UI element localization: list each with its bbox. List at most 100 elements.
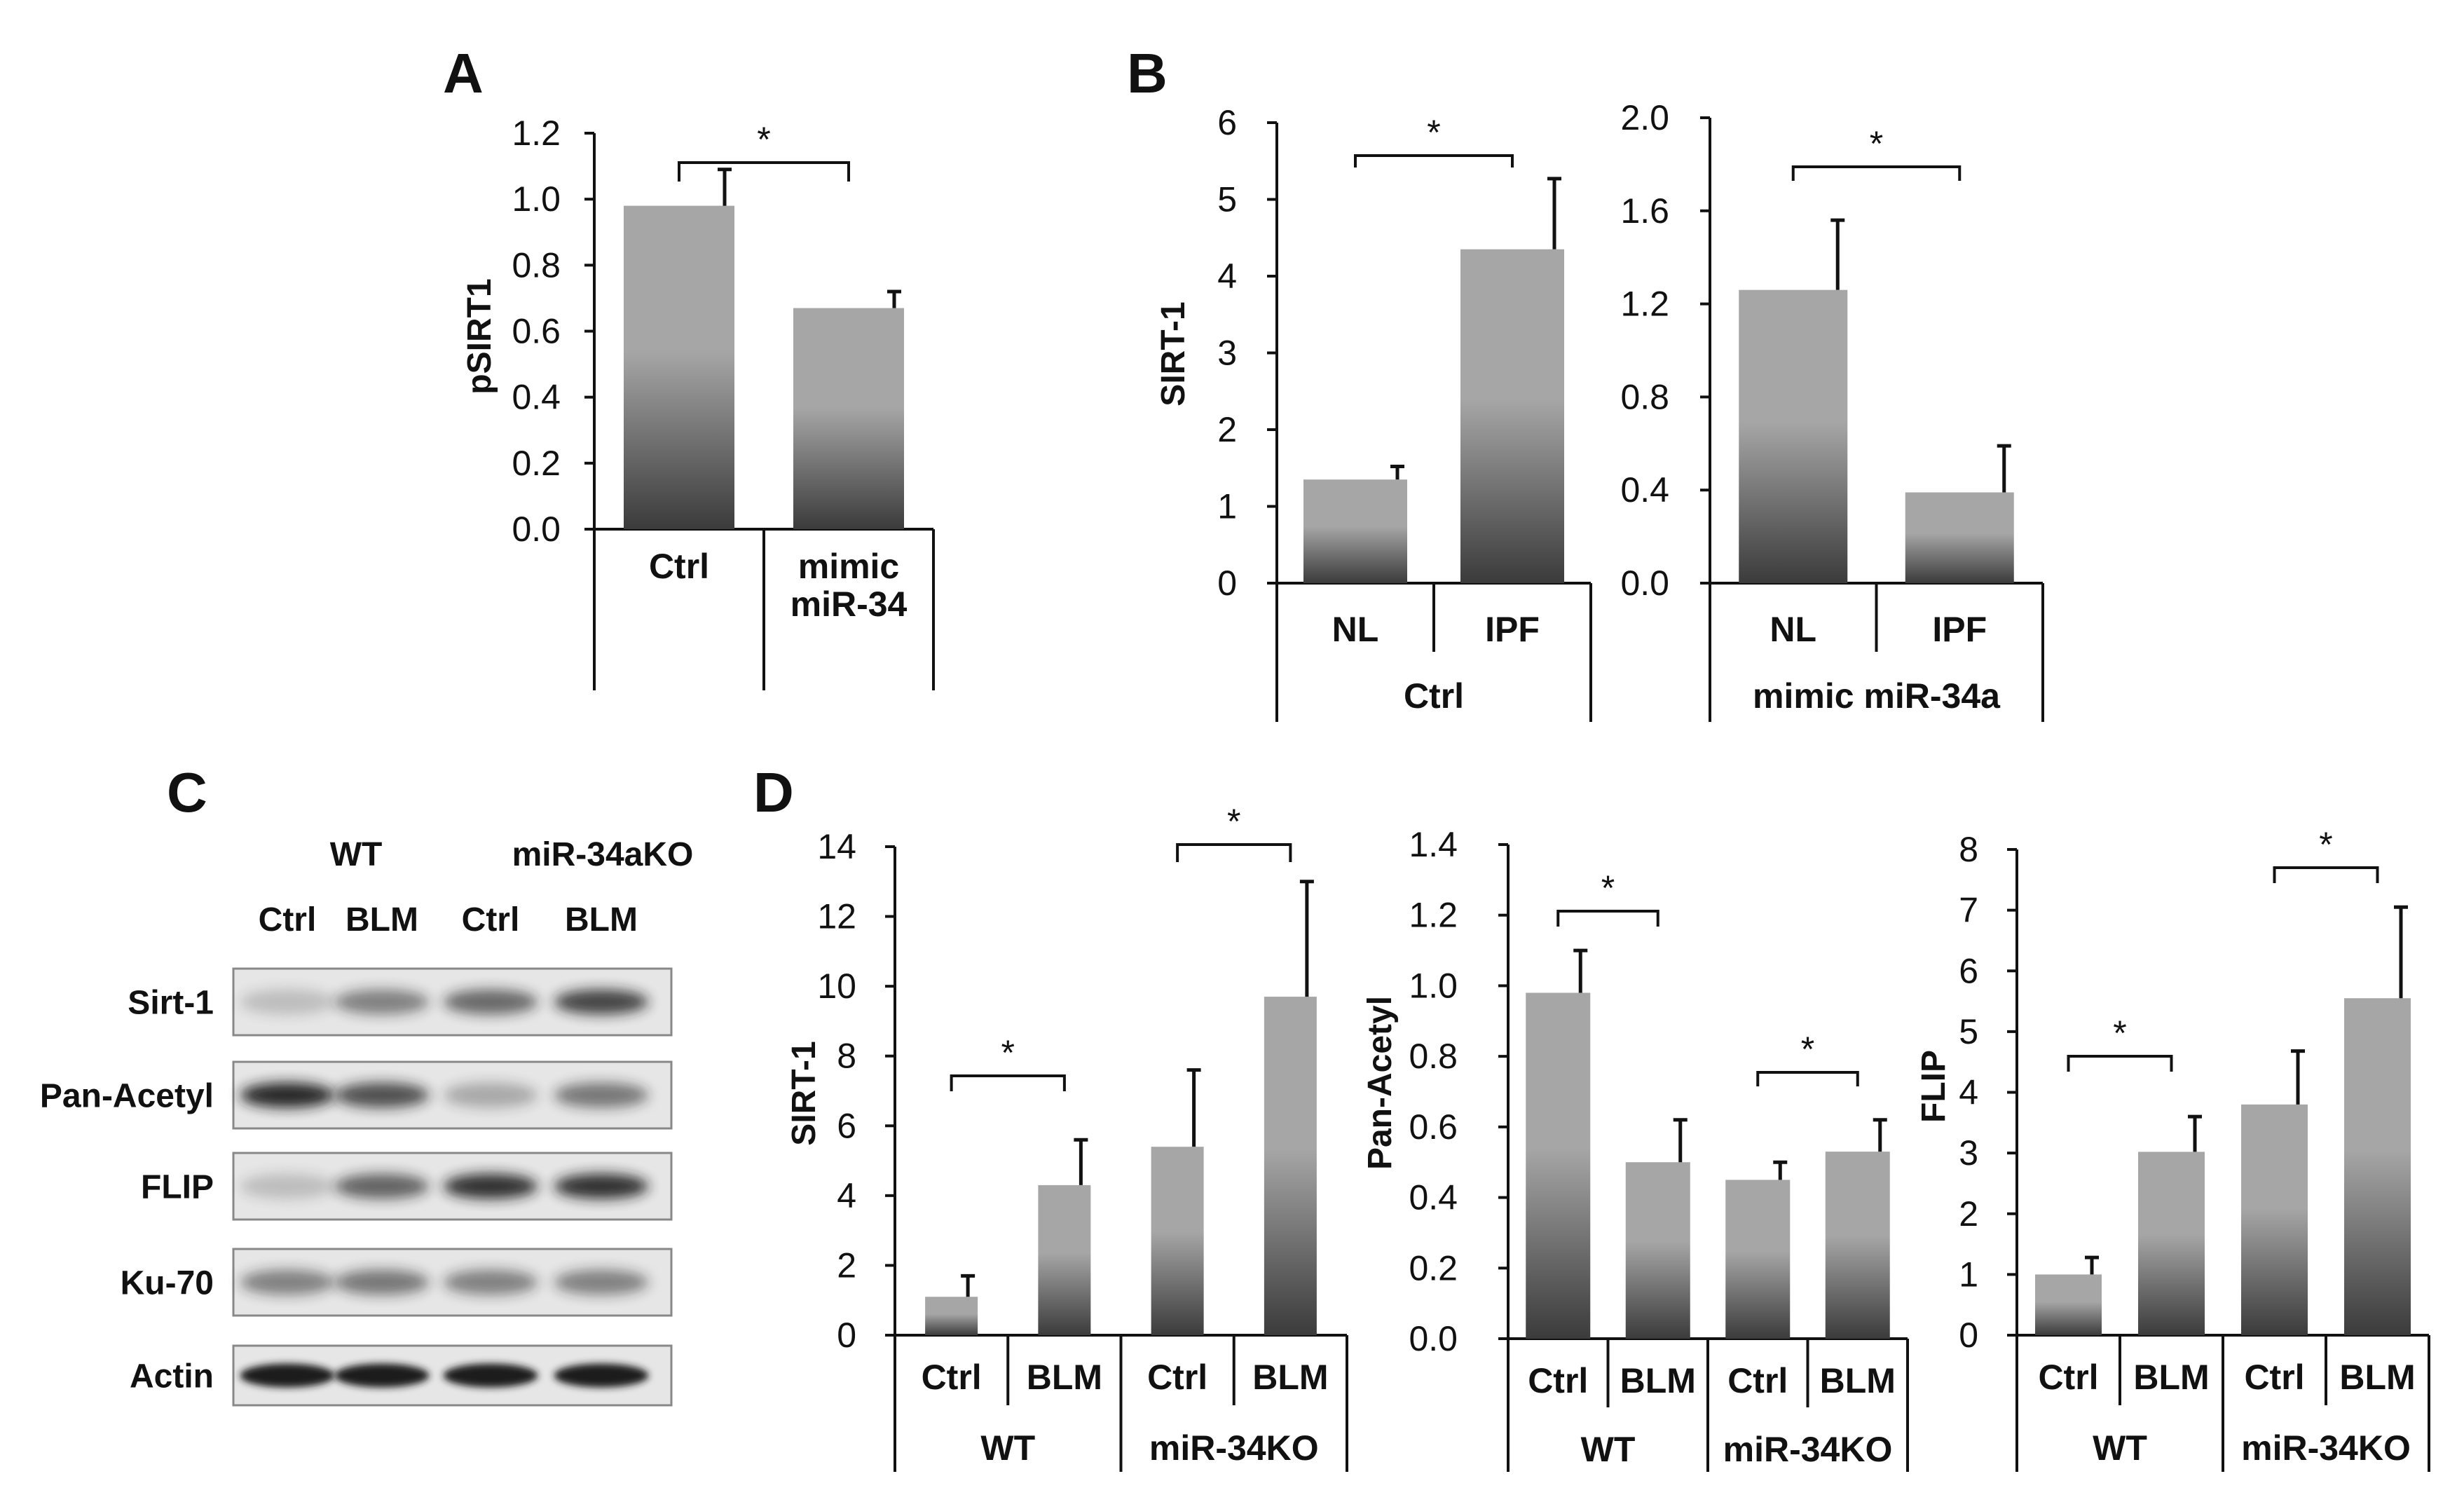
chart-A: 0.0 0.2 0.4 0.6 0.8 1.0 1.2 pSIRT1 Ctrl mimicmiR-… (461, 114, 935, 690)
y-tick-label: 2 (1217, 410, 1237, 449)
blot-row-label: Ku-70 (121, 1265, 214, 1302)
bar (1825, 1152, 1890, 1339)
chart-B2: 0.0 0.4 0.8 1.2 1.6 2.0 NL IPF mimic miR-34a * (1620, 98, 2044, 722)
y-tick-label: 2 (837, 1245, 856, 1285)
significance-mark: * (2113, 1013, 2126, 1053)
y-tick-label: 5 (1959, 1012, 1978, 1051)
category-label: IPF (1932, 610, 1987, 649)
significance-mark: * (757, 120, 770, 159)
blot-band (554, 989, 649, 1015)
blot-band (334, 989, 430, 1015)
blot-band (240, 1173, 335, 1199)
category-label: NL (1770, 610, 1816, 649)
panel-label-c: C (167, 761, 207, 824)
western-blot: WT miR-34aKO Ctrl BLM Ctrl BLM Sirt-1 Pan-Acety… (40, 836, 694, 1407)
bar (1739, 289, 1848, 583)
category-label: BLM (2133, 1358, 2209, 1397)
group-label: miR-34KO (2241, 1428, 2411, 1468)
bar (2138, 1152, 2205, 1335)
y-tick-label: 5 (1217, 180, 1237, 219)
chart-D: 0 2 4 6 8 10 12 14 SIRT-1 Ctrl BLM Ctrl BLM WT miR-34K… (786, 802, 1348, 1472)
blot-lane-label: Ctrl (259, 901, 317, 938)
bar (2344, 998, 2411, 1335)
y-tick-label: 6 (1959, 951, 1978, 990)
bar (1460, 249, 1564, 583)
blot-band (240, 1269, 335, 1295)
blot-band (240, 1363, 335, 1388)
y-tick-label: 8 (1959, 830, 1978, 869)
y-tick-label: 1.2 (1409, 896, 1458, 935)
y-axis-label: SIRT-1 (786, 1041, 823, 1145)
blot-band (554, 1363, 649, 1388)
blot-row-label: Pan-Acetyl (40, 1078, 214, 1115)
significance-bracket (1791, 165, 1962, 181)
y-tick-label: 6 (837, 1106, 856, 1145)
y-tick-label: 0.4 (1620, 470, 1669, 510)
bar (1264, 997, 1317, 1335)
bar (1905, 492, 2014, 583)
bar (1625, 1162, 1690, 1339)
group-label: Ctrl (1404, 676, 1464, 716)
y-tick-label: 1.2 (1620, 285, 1669, 324)
blot-group-label: miR-34aKO (512, 836, 694, 873)
category-label: IPF (1485, 610, 1540, 649)
group-label: mimic miR-34a (1753, 676, 2001, 716)
category-label: Ctrl (2038, 1358, 2098, 1397)
significance-mark: * (1227, 802, 1240, 841)
significance-mark: * (1001, 1033, 1015, 1072)
blot-lane-label: BLM (565, 901, 638, 938)
bar (1303, 479, 1407, 583)
y-tick-label: 1.0 (512, 179, 561, 219)
blot-band (554, 1269, 649, 1295)
category-label: BLM (1620, 1361, 1696, 1400)
significance-mark: * (2319, 825, 2332, 864)
category-label: BLM (1820, 1361, 1896, 1400)
y-tick-label: 0.8 (512, 245, 561, 285)
y-tick-label: 3 (1959, 1133, 1978, 1173)
group-label: WT (980, 1428, 1035, 1468)
blot-band (554, 1173, 649, 1199)
blot-row-label: FLIP (141, 1169, 214, 1206)
blot-band (554, 1082, 649, 1108)
blot-band (240, 1082, 335, 1108)
y-tick-label: 0 (837, 1316, 856, 1355)
y-tick-label: 1 (1959, 1255, 1978, 1294)
category-label: miR-34 (790, 585, 908, 624)
bar (2035, 1274, 2102, 1335)
significance-bracket (2067, 1055, 2173, 1072)
y-tick-label: 4 (1217, 257, 1237, 296)
category-label: BLM (1027, 1358, 1102, 1397)
significance-bracket (1556, 910, 1659, 927)
blot-row-label: Sirt-1 (128, 985, 214, 1022)
significance-bracket (1176, 843, 1292, 862)
y-tick-label: 4 (837, 1176, 856, 1215)
significance-bracket (950, 1074, 1066, 1091)
y-tick-label: 1.4 (1409, 825, 1458, 864)
blot-band (443, 989, 538, 1015)
y-tick-label: 2 (1959, 1194, 1978, 1234)
significance-bracket (2273, 866, 2379, 883)
bar (1725, 1180, 1791, 1339)
y-tick-label: 0.0 (1620, 564, 1669, 603)
bar (2241, 1104, 2308, 1335)
panel-label-a: A (443, 42, 484, 104)
bar (1038, 1184, 1091, 1335)
bar (1526, 992, 1591, 1339)
y-tick-label: 0 (1217, 564, 1237, 603)
significance-bracket (1354, 154, 1514, 168)
y-tick-label: 0.8 (1409, 1037, 1458, 1076)
category-label: mimic (798, 547, 900, 586)
y-tick-label: 1 (1217, 487, 1237, 526)
y-tick-label: 0.8 (1620, 377, 1669, 416)
chart-B: 0 1 2 3 4 5 6 SIRT-1 NL IPF Ctrl * (1155, 103, 1592, 722)
y-axis-label: Pan-Acetyl (1362, 996, 1399, 1170)
y-tick-label: 10 (817, 967, 856, 1006)
category-label: Ctrl (1528, 1361, 1588, 1400)
category-label: Ctrl (1727, 1361, 1788, 1400)
blot-lane-label: Ctrl (462, 901, 520, 938)
blot-band (443, 1173, 538, 1199)
category-label: NL (1332, 610, 1379, 649)
blot-band (334, 1269, 430, 1295)
blot-band (240, 989, 335, 1015)
